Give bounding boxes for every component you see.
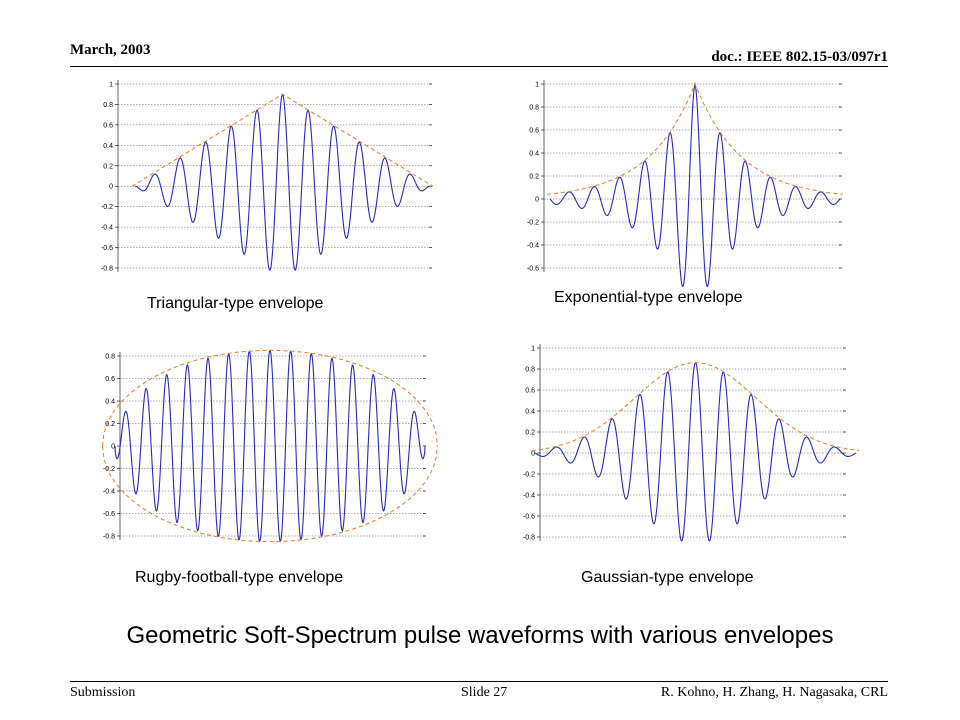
header-doc-id: doc.: IEEE 802.15-03/097r1 <box>711 49 888 65</box>
tick-label: 0.4 <box>529 151 539 158</box>
caption-gaussian: Gaussian-type envelope <box>581 569 754 586</box>
tick-label: -0.4 <box>103 489 115 496</box>
tick-label: 1 <box>535 82 539 89</box>
tick-label: 0 <box>531 451 535 458</box>
tick-label: 0.2 <box>105 421 115 428</box>
tick-label: -0.2 <box>527 220 539 227</box>
tick-label: 1 <box>109 82 113 89</box>
tick-label: -0.4 <box>527 243 539 250</box>
footer-slide-number: Slide 27 <box>461 685 508 700</box>
tick-label: 0.4 <box>103 143 113 150</box>
tick-label: -0.2 <box>103 466 115 473</box>
tick-label: 0 <box>535 197 539 204</box>
tick-label: 0.2 <box>525 430 535 437</box>
chart-exponential: 1 0.8 0.6 0.4 0.2 0 -0.2 -0.4 -0.6 <box>527 80 843 288</box>
tick-label: 0 <box>109 184 113 191</box>
tick-label: 0.6 <box>529 128 539 135</box>
tick-label: 0.8 <box>103 102 113 109</box>
tick-label: 0.2 <box>103 163 113 170</box>
tick-label: 0.6 <box>103 122 113 129</box>
waveform-series <box>549 81 841 288</box>
tick-label: 0.4 <box>105 399 115 406</box>
tick-label: -0.6 <box>523 514 535 521</box>
tick-label: -0.6 <box>101 245 113 252</box>
tick-label: 0.8 <box>529 105 539 112</box>
tick-label: -0.2 <box>101 204 113 211</box>
chart-gaussian: 1 0.8 0.6 0.4 0.2 0 -0.2 -0.4 -0.6 -0.8 <box>523 344 860 542</box>
envelope-upper <box>531 362 860 452</box>
envelope-upper <box>131 93 434 187</box>
footer-authors: R. Kohno, H. Zhang, H. Nagasaka, CRL <box>660 685 888 700</box>
envelope-upper <box>102 349 438 447</box>
tick-label: 0.6 <box>525 388 535 395</box>
tick-label: -0.4 <box>101 225 113 232</box>
tick-label: 0.8 <box>105 354 115 361</box>
header-rule <box>70 66 888 67</box>
tick-label: 0.4 <box>525 409 535 416</box>
caption-exponential: Exponential-type envelope <box>554 289 743 306</box>
envelope-upper <box>547 82 843 195</box>
slide-title: Geometric Soft-Spectrum pulse waveforms … <box>126 622 834 649</box>
tick-label: 0.6 <box>105 376 115 383</box>
footer-submission: Submission <box>70 685 136 700</box>
tick-label: -0.8 <box>103 534 115 541</box>
tick-label: 0 <box>111 444 115 451</box>
tick-label: -0.6 <box>527 266 539 273</box>
envelope-lower <box>102 445 438 543</box>
caption-rugby-football: Rugby-football-type envelope <box>135 569 344 586</box>
header-date: March, 2003 <box>70 42 151 58</box>
waveform-series <box>134 93 431 271</box>
y-axis: 1 0.8 0.6 0.4 0.2 0 -0.2 -0.4 -0.6 -0.8 <box>523 344 846 542</box>
tick-label: 1 <box>531 346 535 353</box>
tick-label: -0.2 <box>523 472 535 479</box>
tick-label: -0.4 <box>523 493 535 500</box>
y-axis: 0.8 0.6 0.4 0.2 0 -0.2 -0.4 -0.6 -0.8 <box>103 352 426 541</box>
y-axis: 1 0.8 0.6 0.4 0.2 0 -0.2 -0.4 -0.6 <box>527 80 842 273</box>
caption-triangular: Triangular-type envelope <box>147 295 324 312</box>
tick-label: -0.6 <box>103 511 115 518</box>
footer-rule <box>70 681 888 682</box>
waveform-series <box>534 361 857 542</box>
chart-triangular: 1 0.8 0.6 0.4 0.2 0 -0.2 -0.4 -0.6 -0.8 <box>101 80 434 273</box>
chart-rugby-football: 0.8 0.6 0.4 0.2 0 -0.2 -0.4 -0.6 -0.8 <box>102 349 438 543</box>
tick-label: -0.8 <box>523 535 535 542</box>
tick-label: -0.8 <box>101 266 113 273</box>
tick-label: 0.8 <box>525 367 535 374</box>
tick-label: 0.2 <box>529 174 539 181</box>
